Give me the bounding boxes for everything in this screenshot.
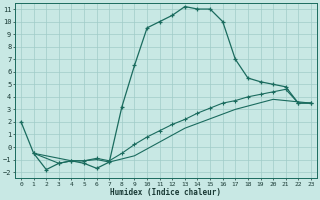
X-axis label: Humidex (Indice chaleur): Humidex (Indice chaleur)	[110, 188, 221, 197]
